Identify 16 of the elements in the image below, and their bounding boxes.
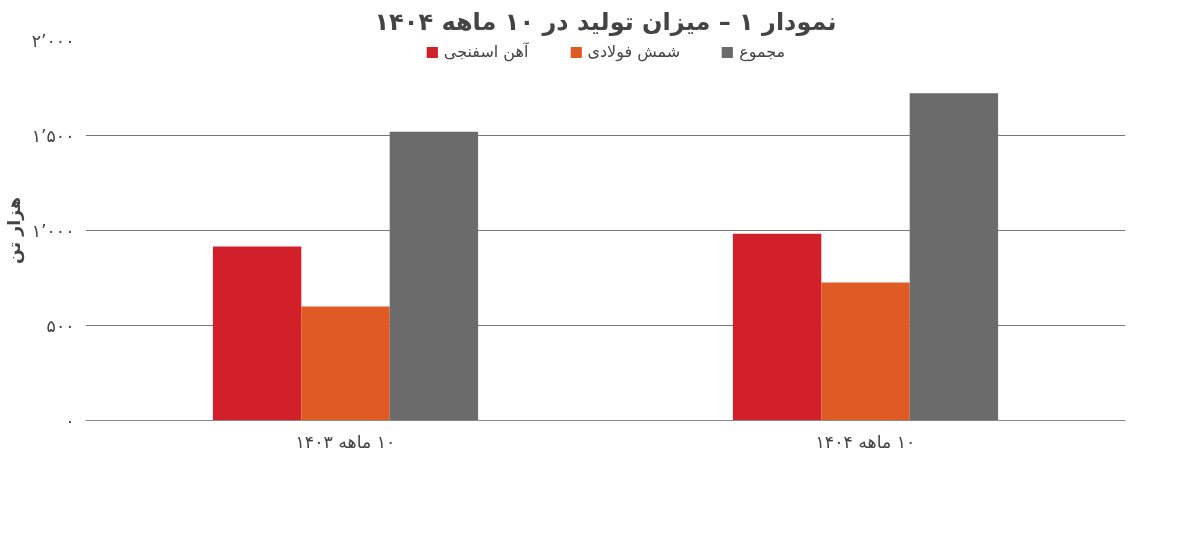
legend-label: آهن اسفنجی <box>443 42 529 61</box>
bar <box>821 282 910 421</box>
legend-label: مجموع <box>739 42 786 61</box>
y-tick-label: ۵۰۰ <box>46 315 75 336</box>
x-tick-label: ۱۰ ماهه ۱۴۰۳ <box>295 431 396 452</box>
y-tick-label: ۰ <box>65 410 75 431</box>
y-tick-label: ۱٬۰۰۰ <box>31 220 75 241</box>
bar <box>212 246 302 421</box>
y-axis-title: هزار تن <box>3 197 25 264</box>
bar <box>732 233 822 421</box>
y-tick-label: ۲٬۰۰۰ <box>31 30 75 51</box>
x-tick-label: ۱۰ ماهه ۱۴۰۴ <box>815 431 916 452</box>
legend-label: شمش فولادی <box>587 42 681 61</box>
y-tick-label: ۱٬۵۰۰ <box>31 125 75 146</box>
chart-title: نمودار ۱ – میزان تولید در ۱۰ ماهه ۱۴۰۴ <box>374 7 837 36</box>
bar <box>301 306 390 421</box>
